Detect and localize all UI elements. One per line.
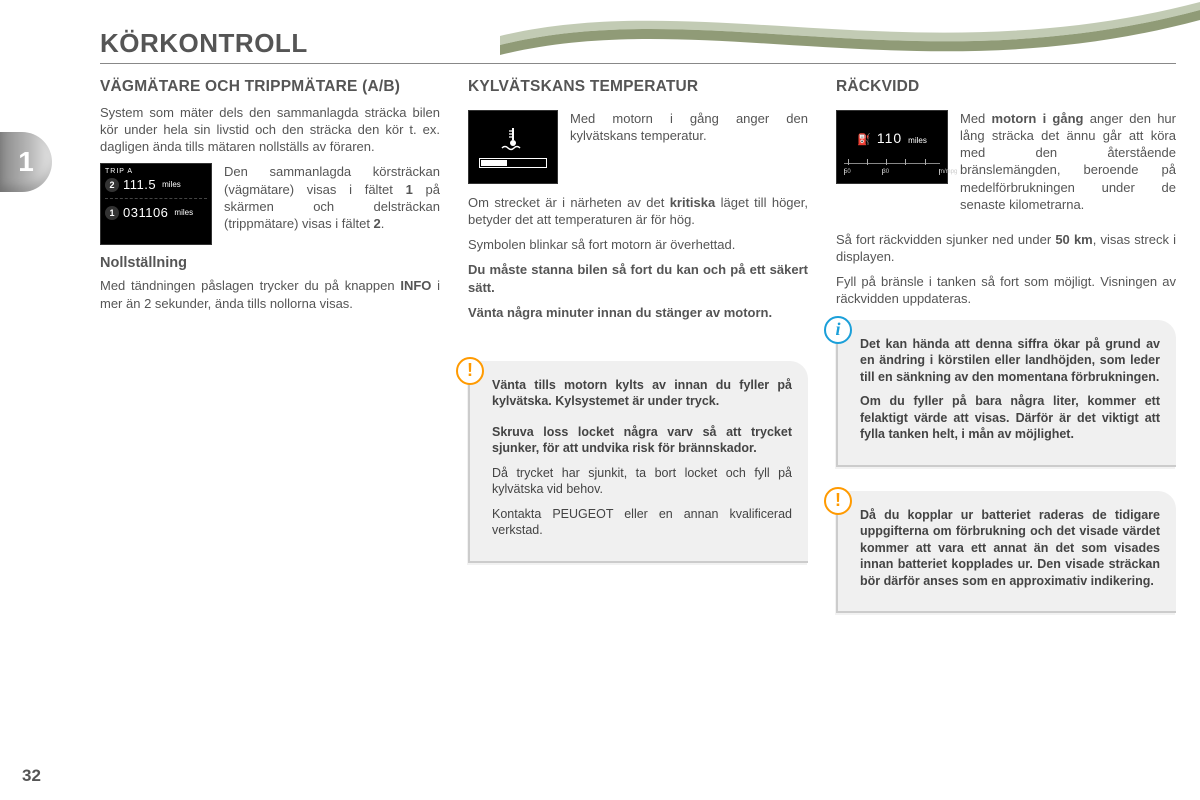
range-heading: RÄCKVIDD	[836, 78, 1176, 96]
page-number: 32	[22, 766, 41, 786]
warning-icon: !	[456, 357, 484, 385]
range-para1: Så fort räckvidden sjunker ned under 50 …	[836, 231, 1176, 265]
odometer-intro: System som mäter dels den sammanlagda st…	[100, 104, 440, 155]
range-icon-caption: Med motorn i gång anger den hur lång str…	[960, 110, 1176, 213]
page-content: KÖRKONTROLL VÄGMÄTARE OCH TRIPPMÄTARE (A…	[0, 0, 1200, 633]
coolant-heading: KYLVÄTSKANS TEMPERATUR	[468, 78, 808, 96]
column-coolant: KYLVÄTSKANS TEMPERATUR Med motorn i gång…	[468, 78, 808, 613]
range-info-note: i Det kan hända att denna siffra ökar på…	[836, 320, 1176, 467]
coolant-para1: Om strecket är i närheten av det kritisk…	[468, 194, 808, 228]
coolant-warning-note: ! Vänta tills motorn kylts av innan du f…	[468, 361, 808, 563]
fuel-icon: ⛽	[857, 133, 871, 146]
coolant-icon-caption: Med motorn i gång anger den kylvätskans …	[570, 110, 808, 144]
odometer-heading: VÄGMÄTARE OCH TRIPPMÄTARE (A/B)	[100, 78, 440, 96]
coolant-bold2: Vänta några minuter innan du stänger av …	[468, 304, 808, 321]
page-title: KÖRKONTROLL	[100, 28, 1176, 64]
column-odometer: VÄGMÄTARE OCH TRIPPMÄTARE (A/B) System s…	[100, 78, 440, 613]
reset-text: Med tändningen påslagen trycker du på kn…	[100, 277, 440, 311]
column-range: RÄCKVIDD ⛽ 110 miles 50 30 m/mpg	[836, 78, 1176, 613]
odometer-display-icon: TRIP A 2 111.5 miles 1 031106 miles	[100, 163, 212, 245]
odometer-marker-1: 1	[105, 206, 119, 220]
info-icon: i	[824, 316, 852, 344]
coolant-temp-icon	[468, 110, 558, 184]
odometer-marker-2: 2	[105, 178, 119, 192]
range-warning-note: ! Då du kopplar ur batteriet raderas de …	[836, 491, 1176, 614]
coolant-para2: Symbolen blinkar så fort motorn är överh…	[468, 236, 808, 253]
warning-icon: !	[824, 487, 852, 515]
range-para2: Fyll på bränsle i tanken så fort som möj…	[836, 273, 1176, 307]
coolant-bold1: Du måste stanna bilen så fort du kan och…	[468, 261, 808, 295]
chapter-number: 1	[18, 146, 34, 178]
range-display-icon: ⛽ 110 miles 50 30 m/mpg	[836, 110, 948, 184]
odometer-display-caption: Den sammanlagda körsträckan (vägmätare) …	[224, 163, 440, 232]
reset-heading: Nollställning	[100, 255, 440, 271]
